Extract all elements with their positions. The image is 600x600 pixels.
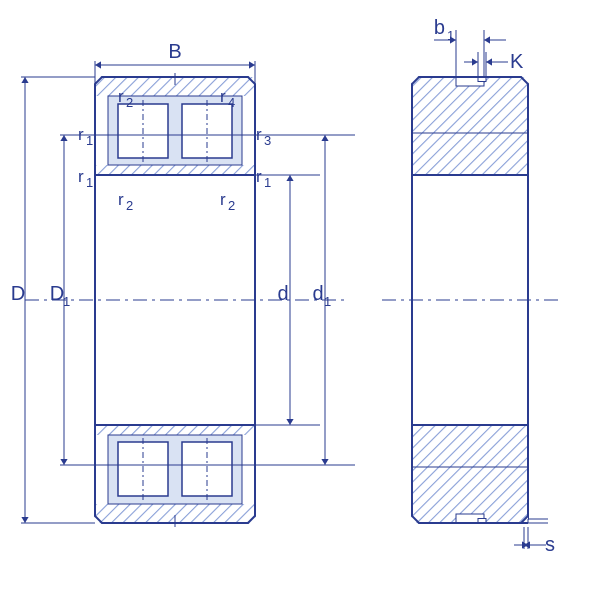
svg-text:r: r xyxy=(256,167,262,186)
svg-text:1: 1 xyxy=(324,294,331,309)
svg-text:2: 2 xyxy=(126,198,133,213)
svg-text:r: r xyxy=(220,190,226,209)
svg-text:B: B xyxy=(168,41,181,63)
svg-text:2: 2 xyxy=(126,95,133,110)
svg-text:d: d xyxy=(312,283,323,305)
svg-text:r: r xyxy=(220,87,226,106)
svg-text:4: 4 xyxy=(228,95,235,110)
svg-text:r: r xyxy=(78,167,84,186)
svg-text:D: D xyxy=(11,283,25,305)
svg-text:r: r xyxy=(118,87,124,106)
svg-text:K: K xyxy=(510,51,524,73)
svg-text:2: 2 xyxy=(228,198,235,213)
svg-text:1: 1 xyxy=(264,175,271,190)
svg-text:1: 1 xyxy=(86,175,93,190)
svg-text:s: s xyxy=(545,534,555,556)
svg-text:1: 1 xyxy=(447,28,454,43)
svg-text:b: b xyxy=(434,17,445,39)
svg-text:1: 1 xyxy=(63,294,70,309)
svg-text:r: r xyxy=(118,190,124,209)
svg-text:d: d xyxy=(277,283,288,305)
